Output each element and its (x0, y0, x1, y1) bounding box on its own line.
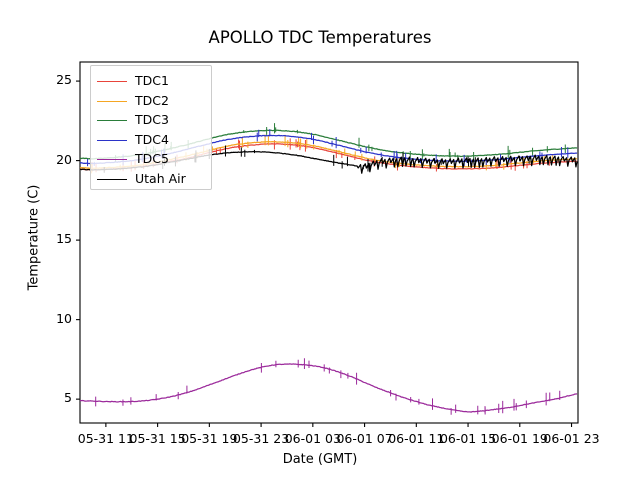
legend-swatch-line-icon (97, 100, 127, 102)
legend-item-tdc3[interactable]: TDC3 (97, 111, 209, 131)
legend-swatch-line-icon (97, 178, 127, 180)
legend-item-tdc2[interactable]: TDC2 (97, 92, 209, 112)
y-tick-label: 5 (64, 390, 72, 406)
x-tick-label: 05-31 11 (77, 431, 134, 446)
x-tick-label: 06-01 11 (388, 431, 445, 446)
legend-swatch-line-icon (97, 81, 127, 82)
x-tick-label: 05-31 19 (181, 431, 238, 446)
page-title: APOLLO TDC Temperatures (208, 28, 432, 47)
x-tick-label: 05-31 23 (232, 431, 290, 446)
legend-item-label: TDC4 (135, 131, 169, 147)
series-line (79, 363, 578, 413)
legend: TDC1 TDC2 TDC3 TDC4 TDC5 Utah Air (90, 65, 212, 190)
x-tick-label: 06-01 23 (543, 431, 600, 446)
legend-item-label: Utah Air (135, 170, 186, 186)
legend-item-label: TDC3 (135, 112, 169, 127)
legend-item-tdc5[interactable]: TDC5 (97, 150, 209, 170)
legend-item-utah-air[interactable]: Utah Air (97, 170, 209, 190)
x-tick-label: 06-01 07 (336, 431, 393, 446)
series-tdc5 (79, 358, 578, 415)
x-tick-label: 05-31 15 (129, 431, 186, 446)
series-error-spikes (89, 123, 566, 163)
x-tick-label: 06-01 19 (491, 431, 548, 446)
series-error-spikes (87, 129, 569, 167)
y-tick-label: 20 (56, 151, 72, 167)
axes-frame (79, 61, 579, 424)
legend-item-tdc1[interactable]: TDC1 (97, 72, 209, 92)
series-error-spikes (95, 358, 561, 415)
axis-ticks (76, 80, 573, 427)
legend-swatch-line-icon (97, 159, 127, 160)
plot-border (79, 61, 579, 424)
x-tick-label: 06-01 03 (284, 431, 341, 446)
legend-item-label: TDC2 (135, 92, 169, 108)
legend-swatch-line-icon (97, 139, 127, 141)
legend-item-label: TDC5 (135, 151, 169, 166)
y-tick-label: 10 (56, 310, 72, 326)
x-tick-label: 06-01 15 (439, 431, 497, 446)
legend-item-tdc4[interactable]: TDC4 (97, 131, 209, 151)
y-axis-label: Temperature (C) (26, 184, 42, 291)
legend-swatch-line-icon (97, 120, 127, 121)
y-tick-label: 15 (56, 231, 72, 247)
legend-item-label: TDC1 (135, 73, 169, 88)
y-tick-label: 25 (56, 72, 72, 88)
x-axis-label: Date (GMT) (282, 452, 358, 467)
